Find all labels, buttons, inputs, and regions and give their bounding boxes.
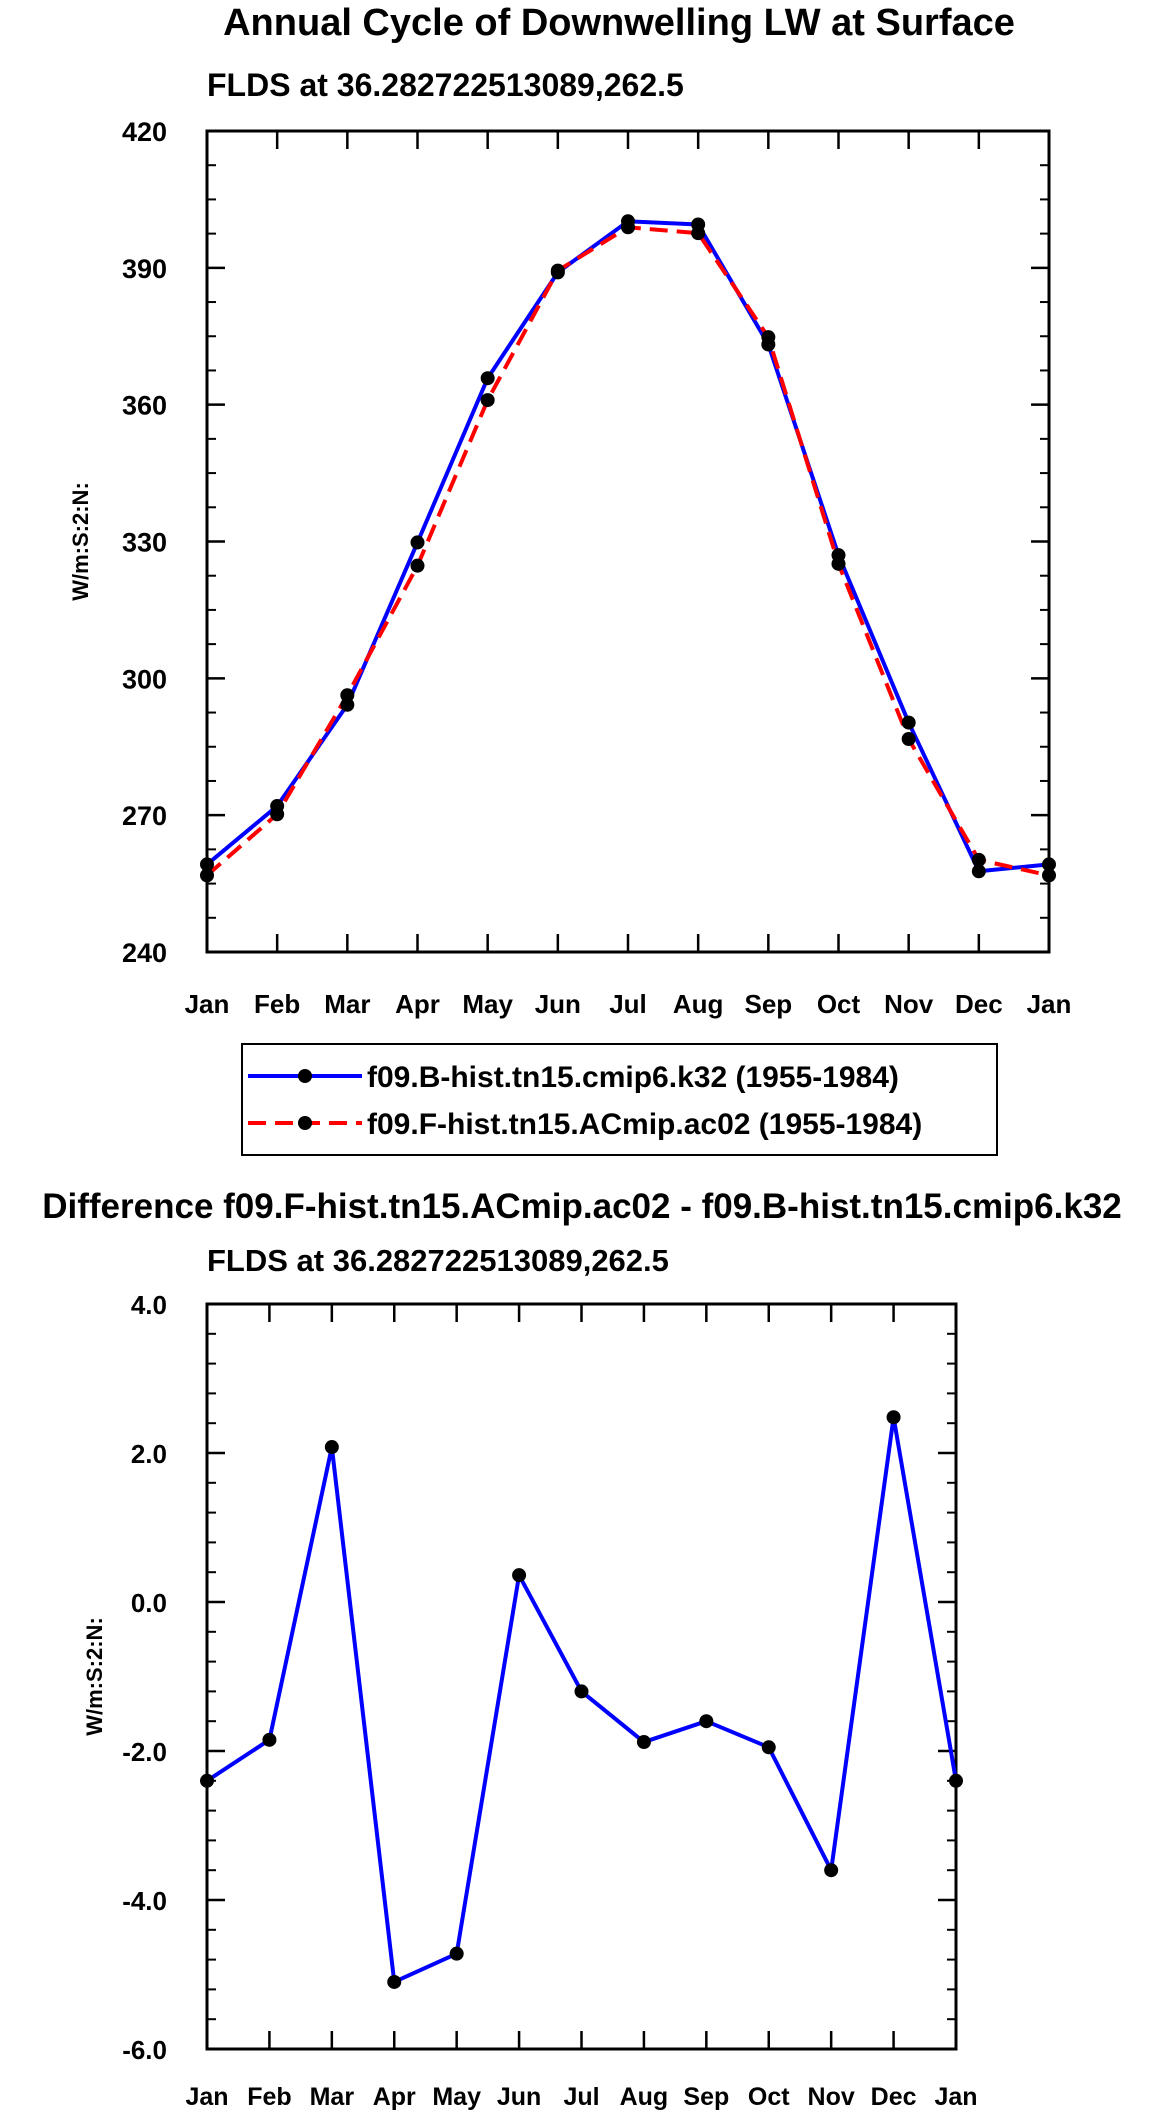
y-tick-label: 360 [122,391,167,421]
legend-label: f09.F-hist.tn15.ACmip.ac02 (1955-1984) [367,1108,922,1141]
data-point [410,535,425,550]
data-point [324,1440,339,1455]
legend-marker [298,1069,312,1083]
chart-1: Annual Cycle of Downwelling LW at Surfac… [68,2,1072,1156]
data-point [761,1740,776,1755]
data-point [480,393,495,408]
x-tick-label: Jan [1027,989,1072,1019]
data-point [340,697,355,712]
x-tick-label: Dec [871,2083,917,2111]
x-tick-label: Oct [748,2083,790,2111]
data-point [971,864,986,879]
y-axis-label: W/m:S:2:N: [82,1617,107,1736]
data-point [636,1735,651,1750]
x-tick-label: Mar [310,2083,355,2111]
data-point [410,558,425,573]
y-tick-label: 270 [122,801,167,831]
data-point [761,330,776,345]
y-tick-label: 300 [122,664,167,694]
data-point [691,226,706,241]
data-point [699,1714,714,1729]
chart-title: Difference f09.F-hist.tn15.ACmip.ac02 - … [42,1187,1122,1226]
chart-subtitle: FLDS at 36.282722513089,262.5 [207,1243,669,1278]
x-tick-label: Oct [817,989,861,1019]
data-point [621,220,635,235]
x-tick-label: Mar [324,989,370,1019]
series-line-1 [205,1415,958,1984]
y-tick-label: 420 [122,117,167,147]
data-point [262,1732,277,1747]
x-tick-label: Feb [247,2083,291,2111]
series-line-1 [205,219,1050,874]
y-tick-label: 2.0 [131,1439,167,1469]
data-point [949,1773,963,1788]
y-tick-label: -4.0 [122,1886,167,1916]
data-point [831,556,846,571]
y-tick-label: 4.0 [131,1290,167,1320]
data-point [901,715,916,730]
data-point [480,371,495,386]
x-tick-label: Sep [744,989,792,1019]
x-tick-label: Jan [185,989,230,1019]
data-point [901,731,916,746]
x-tick-label: Jun [535,989,581,1019]
data-point [270,807,285,822]
series-line-2 [205,225,1050,878]
y-tick-label: 0.0 [131,1588,167,1618]
x-tick-label: Dec [955,989,1003,1019]
x-tick-label: Apr [373,2083,416,2111]
y-tick-label: -2.0 [122,1737,167,1767]
data-point [200,868,214,883]
y-tick-label: -6.0 [122,2035,167,2065]
data-point [971,852,986,867]
y-tick-label: 240 [122,938,167,968]
x-tick-label: Aug [620,2083,669,2111]
x-tick-label: Jul [609,989,647,1019]
legend-marker [298,1116,312,1130]
legend-label: f09.B-hist.tn15.cmip6.k32 (1955-1984) [367,1061,899,1094]
plot-frame [205,1302,958,2051]
x-tick-label: Jan [934,2083,977,2111]
data-point [449,1946,464,1961]
data-point [340,688,355,703]
x-tick-label: Sep [683,2083,729,2111]
data-point [1042,857,1056,872]
data-point [200,1773,214,1788]
y-tick-label: 330 [122,528,167,558]
data-point [1042,868,1056,883]
data-point [574,1684,589,1699]
data-point [824,1863,839,1878]
legend: f09.B-hist.tn15.cmip6.k32 (1955-1984) f09… [241,1043,998,1156]
data-point [387,1974,402,1989]
x-tick-label: Aug [673,989,724,1019]
chart-2: Difference f09.F-hist.tn15.ACmip.ac02 - … [42,1187,1122,2111]
y-axis-label: W/m:S:2:N: [68,482,93,601]
y-tick-label: 390 [122,254,167,284]
x-tick-label: Nov [884,989,934,1019]
x-tick-label: Jan [185,2083,228,2111]
x-tick-label: Jul [563,2083,599,2111]
chart-subtitle: FLDS at 36.282722513089,262.5 [207,67,684,103]
data-point [550,263,565,278]
plot-frame [205,129,1051,954]
data-point [200,857,214,872]
legend-box [241,1043,998,1156]
data-point [512,1568,527,1583]
data-point [886,1410,901,1425]
x-tick-label: May [462,989,513,1019]
x-tick-label: Nov [808,2083,855,2111]
chart-title: Annual Cycle of Downwelling LW at Surfac… [223,2,1015,44]
x-tick-label: May [432,2083,481,2111]
x-tick-label: Apr [395,989,440,1019]
x-tick-label: Jun [497,2083,541,2111]
x-tick-label: Feb [254,989,300,1019]
